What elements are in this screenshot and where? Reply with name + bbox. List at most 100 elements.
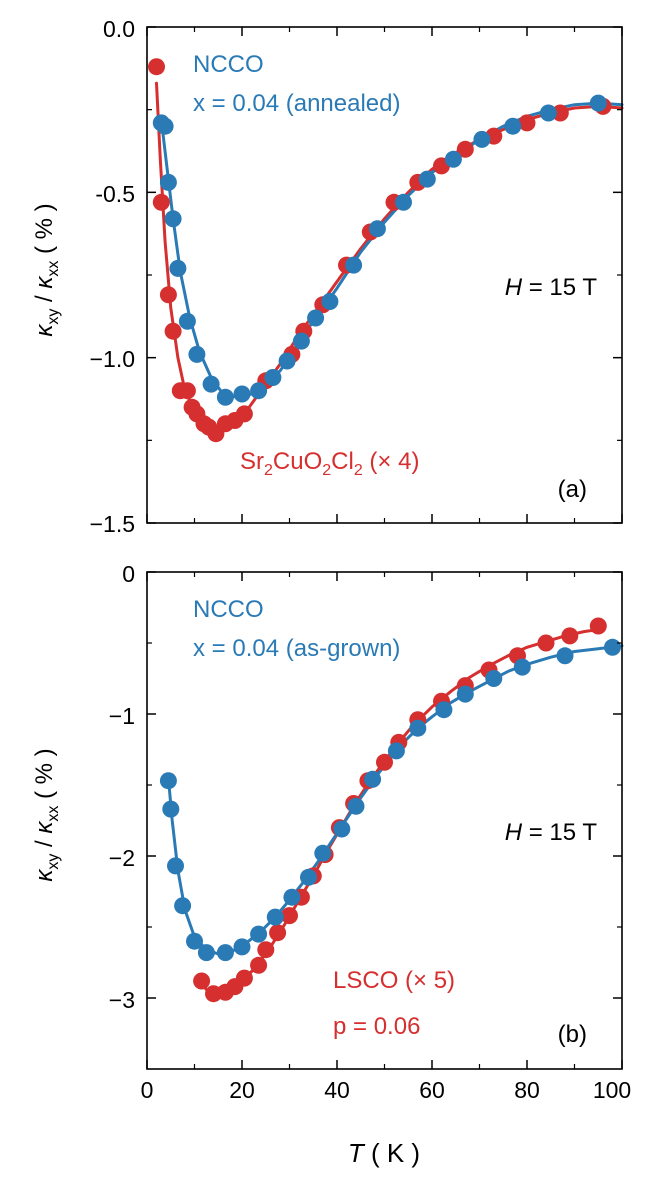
data-point-blue <box>156 117 174 135</box>
legend-blue-line1: NCCO <box>193 51 264 78</box>
data-point-blue <box>435 701 453 719</box>
data-point-blue <box>307 309 325 327</box>
data-point-blue <box>345 256 363 274</box>
legend-red-line1: LSCO (× 5) <box>333 967 455 994</box>
data-point-red <box>164 322 182 340</box>
series-line-blue <box>166 644 624 956</box>
data-point-blue <box>250 925 268 943</box>
series-line-red <box>155 81 624 432</box>
field-label: H = 15 T <box>505 819 598 846</box>
panel-label-b: (b) <box>558 1021 587 1048</box>
data-point-red <box>551 104 569 122</box>
ytick-label: −3 <box>109 987 135 1013</box>
field-label: H = 15 T <box>505 274 598 301</box>
ytick-label: −2 <box>109 845 135 871</box>
ytick-label: −1.0 <box>90 346 135 372</box>
ytick-label: −1 <box>109 703 135 729</box>
data-point-blue <box>167 857 184 875</box>
y-axis-label: κxy / κxx ( % ) <box>31 748 62 881</box>
data-point-blue <box>169 259 187 277</box>
panel-a-series <box>148 58 624 443</box>
x-axis-label: T ( K ) <box>348 1138 420 1168</box>
y-axis-label: κxy / κxx ( % ) <box>31 203 62 336</box>
data-point-blue <box>186 932 203 950</box>
data-point-blue <box>233 385 251 403</box>
data-point-blue <box>368 220 386 238</box>
data-point-blue <box>539 104 557 122</box>
data-point-red <box>589 617 607 635</box>
data-point-red <box>257 941 275 959</box>
data-point-blue <box>197 944 215 962</box>
legend-blue-line1: NCCO <box>193 596 264 623</box>
data-point-blue <box>283 888 301 906</box>
data-point-red <box>152 193 170 211</box>
data-point-blue <box>162 800 180 818</box>
data-point-blue <box>174 897 192 915</box>
panel-b-series <box>159 617 624 1003</box>
ytick-label: 0.0 <box>103 16 135 42</box>
data-point-blue <box>264 369 282 386</box>
data-point-red <box>561 627 579 645</box>
data-point-blue <box>233 938 251 956</box>
data-point-blue <box>444 150 462 168</box>
data-point-red <box>178 382 196 400</box>
data-point-blue <box>604 638 621 656</box>
data-point-blue <box>456 685 474 703</box>
data-point-red <box>518 114 536 132</box>
data-point-red <box>250 956 268 974</box>
data-point-blue <box>292 332 310 350</box>
data-point-blue <box>159 173 177 191</box>
data-point-blue <box>347 797 365 815</box>
legend-blue-line2: x = 0.04 (annealed) <box>193 90 400 117</box>
xtick-label: 0 <box>141 1077 154 1103</box>
series-line-blue <box>159 101 624 399</box>
xtick-label: 60 <box>419 1077 445 1103</box>
panel-a-ticks <box>146 26 623 524</box>
data-point-blue <box>513 658 531 676</box>
data-point-red <box>456 140 474 158</box>
data-point-blue <box>202 375 220 393</box>
data-point-blue <box>300 868 317 886</box>
data-point-blue <box>164 210 182 228</box>
data-point-red <box>537 634 555 652</box>
data-point-blue <box>504 117 522 135</box>
data-point-blue <box>188 345 206 363</box>
data-point-blue <box>485 670 503 687</box>
data-point-blue <box>589 94 607 112</box>
ytick-label: 0 <box>122 561 135 587</box>
data-point-red <box>235 405 253 423</box>
panel-b: 0 −1 −2 −3 0 20 40 60 80 100 κxy / κxx (… <box>31 561 631 1168</box>
data-point-red <box>159 286 177 304</box>
data-point-blue <box>314 844 332 862</box>
data-point-blue <box>556 647 574 665</box>
data-point-red <box>376 753 393 771</box>
legend-blue-line2: x = 0.04 (as-grown) <box>193 635 400 662</box>
data-point-blue <box>409 719 427 737</box>
legend-red: Sr2CuO2Cl2 (× 4) <box>240 448 419 479</box>
data-point-red <box>235 969 253 987</box>
data-point-blue <box>266 908 284 926</box>
data-point-blue <box>364 770 382 788</box>
data-point-blue <box>333 820 351 838</box>
data-point-blue <box>395 193 412 211</box>
data-point-blue <box>473 130 491 148</box>
data-point-blue <box>216 388 234 406</box>
panel-b-ticks <box>146 571 623 1069</box>
data-point-blue <box>250 382 268 400</box>
data-point-blue <box>418 170 436 188</box>
data-point-red <box>281 907 298 925</box>
xtick-label: 40 <box>324 1077 350 1103</box>
data-point-red <box>148 58 165 76</box>
ytick-label: −1.5 <box>90 511 135 537</box>
data-point-red <box>193 972 211 990</box>
data-point-blue <box>216 944 234 962</box>
panel-label-a: (a) <box>558 476 587 503</box>
ytick-label: -0.5 <box>95 181 135 207</box>
panel-a: 0.0 -0.5 −1.0 −1.5 κxy / κxx ( % ) NCCO … <box>31 16 624 537</box>
data-point-blue <box>278 352 296 370</box>
xtick-label: 20 <box>229 1077 255 1103</box>
data-point-blue <box>159 772 177 790</box>
data-point-blue <box>387 742 405 760</box>
data-point-red <box>269 924 287 942</box>
